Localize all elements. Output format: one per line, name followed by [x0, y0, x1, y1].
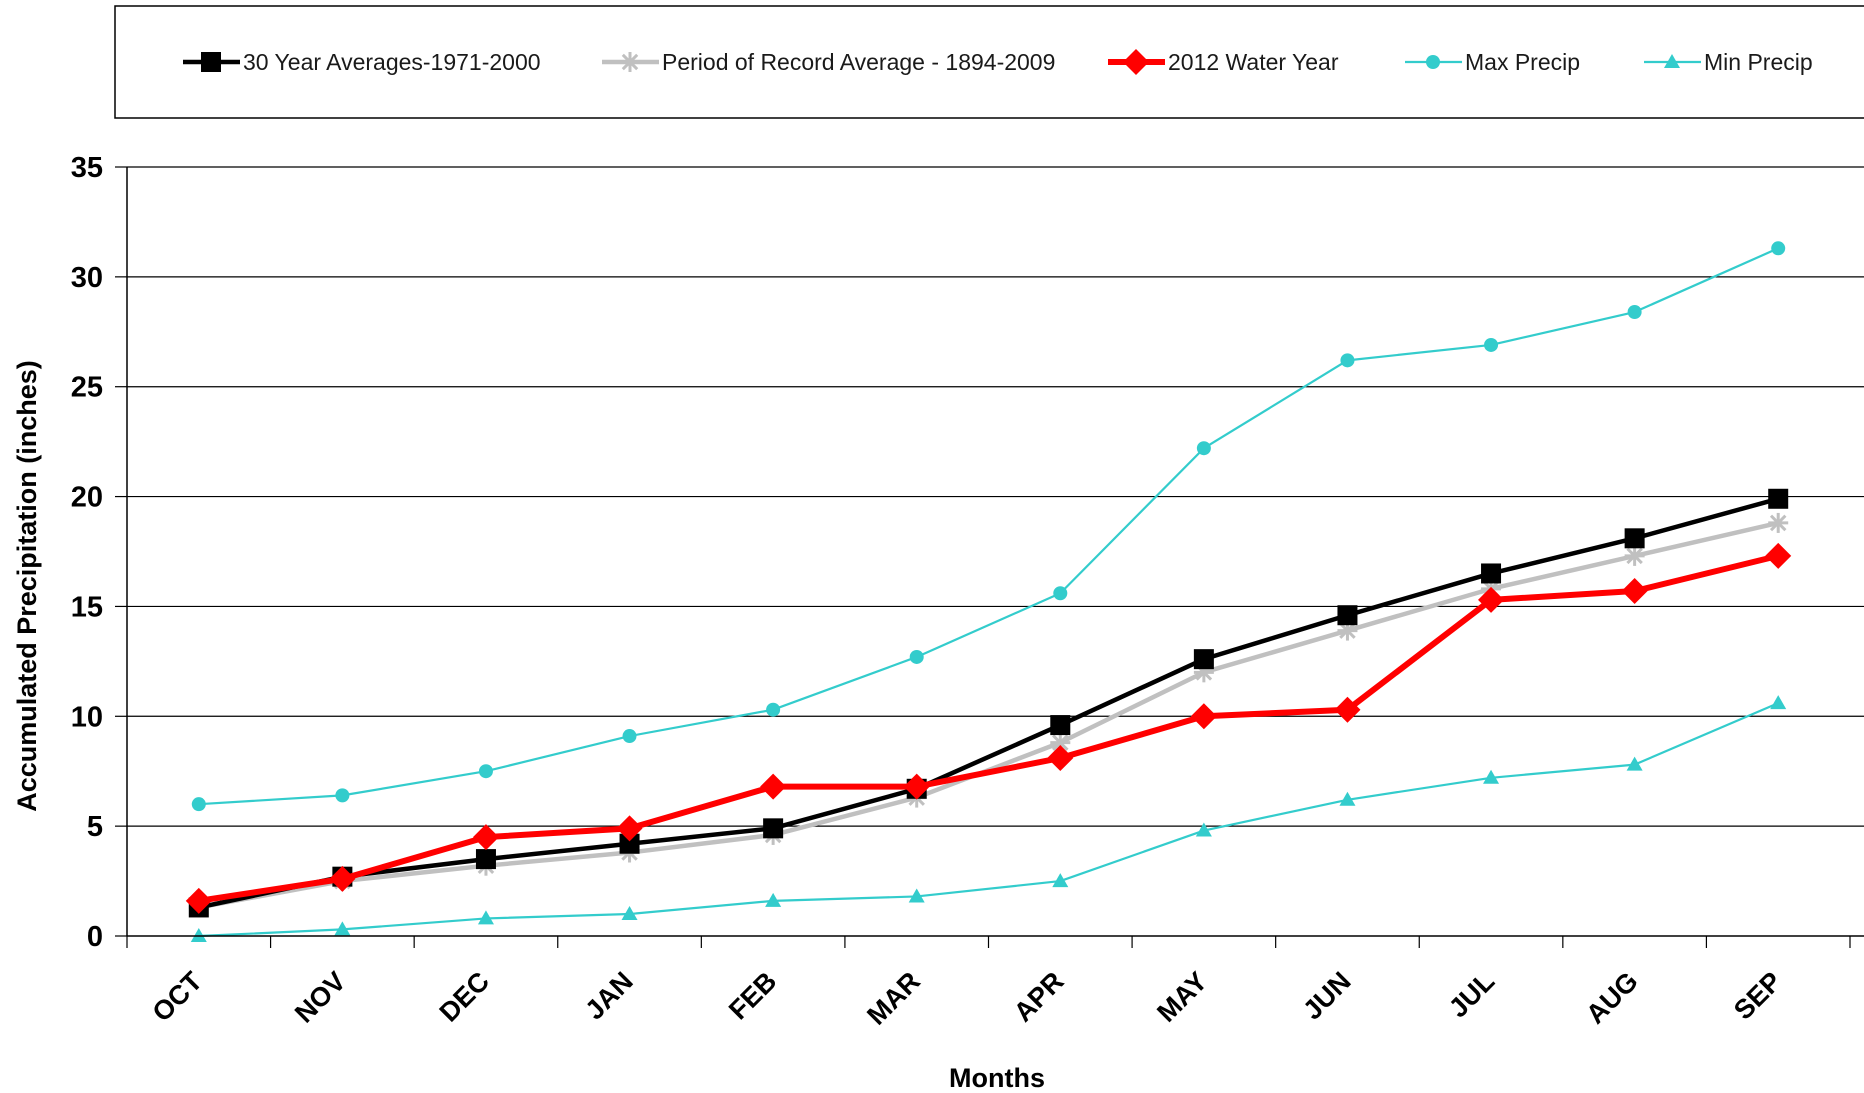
legend-swatch-marker [201, 52, 221, 72]
legend-entry: 30 Year Averages-1971-2000 [183, 49, 541, 75]
series-line [198, 247, 1779, 806]
data-point [1053, 586, 1068, 601]
data-point [621, 906, 638, 921]
y-tick-label: 10 [71, 701, 103, 733]
data-point-stroke [1769, 514, 1787, 532]
data-point [335, 788, 350, 803]
series-line [198, 702, 1779, 938]
series-line [198, 496, 1779, 910]
legend-swatch-marker [620, 52, 640, 72]
legend-label: Min Precip [1704, 49, 1813, 75]
y-tick-label: 30 [71, 262, 103, 294]
data-point [616, 815, 643, 842]
data-point [1195, 822, 1212, 837]
data-point [1484, 337, 1499, 352]
data-point [1624, 545, 1645, 566]
y-tick-label: 0 [87, 921, 103, 953]
data-point [1478, 586, 1505, 613]
data-point [1190, 703, 1217, 730]
y-tick-label: 5 [87, 811, 103, 843]
data-point [1193, 649, 1214, 670]
data-point [190, 928, 207, 942]
data-point-stroke [1626, 547, 1643, 565]
legend-swatch-marker-stroke [621, 53, 639, 71]
data-point [1621, 578, 1648, 605]
series-line [198, 552, 1779, 904]
legend-entry: 2012 Water Year [1108, 49, 1339, 75]
data-point [1624, 528, 1645, 549]
data-point [1627, 305, 1642, 320]
data-point [1050, 715, 1071, 736]
y-tick-label: 15 [71, 591, 103, 623]
y-tick-label: 20 [71, 482, 103, 514]
y-axis-title: Accumulated Precipitation (inches) [12, 360, 42, 812]
data-point-stroke [1052, 734, 1069, 751]
data-point [472, 824, 499, 851]
legend-swatch-marker [1426, 55, 1440, 69]
data-point [765, 892, 782, 907]
data-point [622, 729, 637, 744]
data-point [619, 833, 640, 854]
data-point [477, 910, 494, 925]
series-diamond [185, 542, 1792, 914]
data-point [191, 797, 206, 812]
data-point [763, 818, 784, 839]
data-point [1339, 791, 1356, 806]
series-square [188, 488, 1789, 918]
data-point [766, 702, 781, 717]
legend: 30 Year Averages-1971-2000 Period of Reco… [114, 5, 1864, 119]
data-point [1770, 695, 1787, 710]
data-point-stroke [1339, 622, 1356, 639]
data-point [1626, 756, 1643, 771]
data-point [329, 865, 356, 892]
legend-entry: Min Precip [1644, 49, 1813, 75]
data-point [909, 649, 924, 664]
series-triangle [190, 695, 1787, 942]
legend-entry: Max Precip [1405, 49, 1580, 75]
legend-label: 30 Year Averages-1971-2000 [243, 49, 541, 75]
data-point [1765, 542, 1792, 569]
legend-label: Max Precip [1465, 49, 1580, 75]
legend-swatch-marker [1123, 49, 1149, 75]
y-tick-label: 25 [71, 372, 103, 404]
legend-label: 2012 Water Year [1168, 49, 1339, 75]
x-axis-title: Months [949, 1063, 1045, 1093]
y-tick-label: 35 [71, 152, 103, 184]
data-point [185, 887, 212, 914]
data-point [1337, 605, 1358, 626]
data-point [1483, 769, 1500, 784]
data-point [334, 921, 351, 936]
data-point [760, 773, 787, 800]
plot-area [127, 166, 1864, 942]
data-point [1052, 873, 1069, 888]
data-point [1047, 745, 1074, 772]
legend-box [114, 5, 1864, 119]
data-point [1768, 488, 1789, 509]
legend-swatch-marker [1664, 54, 1680, 68]
data-point [1334, 696, 1361, 723]
data-point [475, 849, 496, 870]
data-point [1771, 241, 1786, 256]
data-point [903, 773, 930, 800]
data-point [1768, 512, 1789, 533]
data-point [1340, 353, 1355, 368]
legend-entry: Period of Record Average - 1894-2009 [602, 49, 1055, 75]
data-point [1481, 563, 1502, 584]
legend-label: Period of Record Average - 1894-2009 [662, 49, 1055, 75]
data-point [1196, 441, 1211, 456]
series-circle [191, 241, 1786, 812]
data-point [478, 764, 493, 779]
data-point [908, 888, 925, 903]
